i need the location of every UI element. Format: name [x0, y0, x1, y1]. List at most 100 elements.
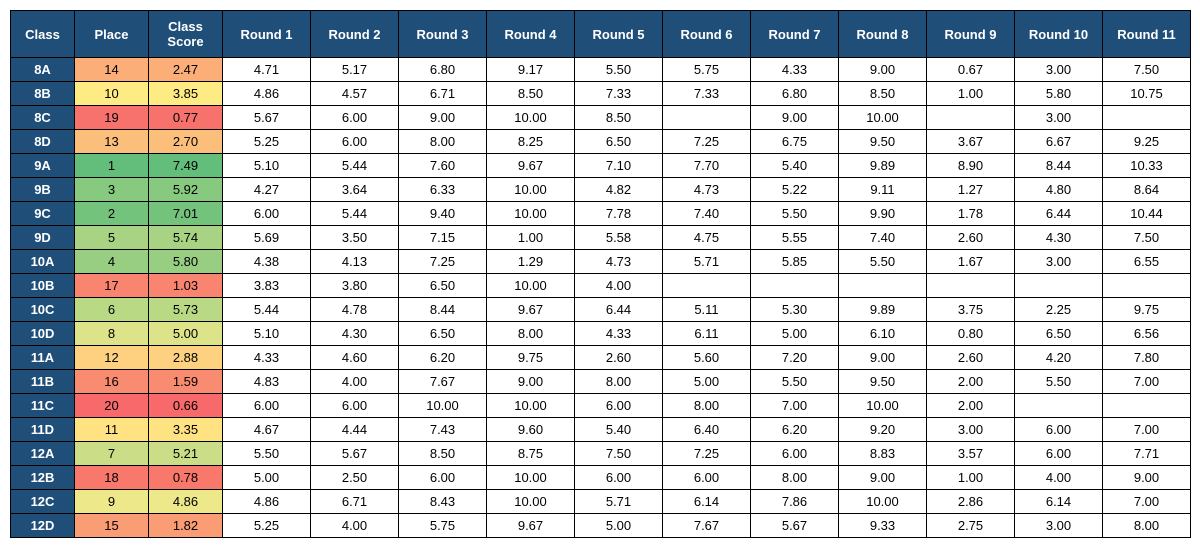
place-cell: 6 [75, 298, 149, 322]
round-cell [1015, 394, 1103, 418]
table-row: 9A17.495.105.447.609.677.107.705.409.898… [11, 154, 1191, 178]
score-cell: 2.88 [149, 346, 223, 370]
round-cell: 10.00 [839, 394, 927, 418]
round-cell: 6.00 [223, 202, 311, 226]
round-cell: 5.50 [751, 370, 839, 394]
class-cell: 9A [11, 154, 75, 178]
round-cell: 0.80 [927, 322, 1015, 346]
round-cell: 9.75 [487, 346, 575, 370]
class-cell: 8D [11, 130, 75, 154]
table-row: 12A75.215.505.678.508.757.507.256.008.83… [11, 442, 1191, 466]
round-cell: 7.00 [1103, 418, 1191, 442]
score-cell: 5.74 [149, 226, 223, 250]
round-cell: 8.50 [839, 82, 927, 106]
round-cell: 9.40 [399, 202, 487, 226]
round-cell: 7.70 [663, 154, 751, 178]
round-cell: 9.75 [1103, 298, 1191, 322]
round-cell: 6.14 [663, 490, 751, 514]
round-cell: 1.00 [927, 466, 1015, 490]
round-cell: 6.55 [1103, 250, 1191, 274]
round-cell: 9.89 [839, 298, 927, 322]
score-cell: 2.70 [149, 130, 223, 154]
round-cell: 3.64 [311, 178, 399, 202]
round-cell: 7.25 [663, 442, 751, 466]
round-cell: 6.20 [751, 418, 839, 442]
round-cell: 9.50 [839, 130, 927, 154]
round-cell: 7.67 [663, 514, 751, 538]
round-cell: 4.30 [1015, 226, 1103, 250]
round-cell: 4.13 [311, 250, 399, 274]
round-cell: 5.60 [663, 346, 751, 370]
table-row: 8B103.854.864.576.718.507.337.336.808.50… [11, 82, 1191, 106]
round-cell: 4.38 [223, 250, 311, 274]
round-cell: 3.50 [311, 226, 399, 250]
round-cell [751, 274, 839, 298]
round-cell: 9.67 [487, 514, 575, 538]
table-row: 11D113.354.674.447.439.605.406.406.209.2… [11, 418, 1191, 442]
round-cell: 4.86 [223, 82, 311, 106]
round-cell: 3.57 [927, 442, 1015, 466]
round-cell [663, 106, 751, 130]
round-cell: 6.00 [399, 466, 487, 490]
round-cell: 4.00 [1015, 466, 1103, 490]
round-cell: 3.75 [927, 298, 1015, 322]
column-header: Round 11 [1103, 11, 1191, 58]
place-cell: 13 [75, 130, 149, 154]
round-cell: 8.00 [487, 322, 575, 346]
round-cell: 5.44 [311, 202, 399, 226]
round-cell: 7.43 [399, 418, 487, 442]
round-cell: 1.00 [487, 226, 575, 250]
round-cell: 1.78 [927, 202, 1015, 226]
column-header: Round 6 [663, 11, 751, 58]
round-cell: 6.00 [663, 466, 751, 490]
round-cell: 7.33 [575, 82, 663, 106]
round-cell: 5.44 [223, 298, 311, 322]
round-cell: 4.57 [311, 82, 399, 106]
place-cell: 10 [75, 82, 149, 106]
table-row: 10A45.804.384.137.251.294.735.715.855.50… [11, 250, 1191, 274]
round-cell: 5.67 [751, 514, 839, 538]
place-cell: 12 [75, 346, 149, 370]
round-cell: 2.60 [927, 346, 1015, 370]
round-cell: 8.00 [1103, 514, 1191, 538]
round-cell: 9.00 [839, 58, 927, 82]
round-cell: 5.00 [663, 370, 751, 394]
round-cell: 10.75 [1103, 82, 1191, 106]
round-cell [839, 274, 927, 298]
round-cell: 9.17 [487, 58, 575, 82]
round-cell: 7.15 [399, 226, 487, 250]
class-cell: 8B [11, 82, 75, 106]
round-cell: 8.50 [487, 82, 575, 106]
round-cell: 10.00 [839, 490, 927, 514]
score-cell: 1.03 [149, 274, 223, 298]
place-cell: 20 [75, 394, 149, 418]
table-row: 10C65.735.444.788.449.676.445.115.309.89… [11, 298, 1191, 322]
round-cell: 6.20 [399, 346, 487, 370]
round-cell: 2.50 [311, 466, 399, 490]
round-cell [1103, 274, 1191, 298]
round-cell: 7.33 [663, 82, 751, 106]
round-cell: 8.75 [487, 442, 575, 466]
round-cell: 3.67 [927, 130, 1015, 154]
class-score-table: ClassPlaceClass ScoreRound 1Round 2Round… [10, 10, 1191, 538]
table-header: ClassPlaceClass ScoreRound 1Round 2Round… [11, 11, 1191, 58]
column-header: Round 3 [399, 11, 487, 58]
round-cell: 5.00 [575, 514, 663, 538]
round-cell [1103, 394, 1191, 418]
round-cell: 6.00 [751, 442, 839, 466]
place-cell: 15 [75, 514, 149, 538]
column-header: Round 8 [839, 11, 927, 58]
column-header: Round 7 [751, 11, 839, 58]
round-cell: 4.73 [575, 250, 663, 274]
round-cell: 1.29 [487, 250, 575, 274]
round-cell: 5.30 [751, 298, 839, 322]
class-cell: 12D [11, 514, 75, 538]
round-cell: 10.00 [487, 178, 575, 202]
class-cell: 10A [11, 250, 75, 274]
round-cell: 8.90 [927, 154, 1015, 178]
place-cell: 2 [75, 202, 149, 226]
round-cell: 7.40 [839, 226, 927, 250]
round-cell: 8.00 [575, 370, 663, 394]
round-cell: 5.17 [311, 58, 399, 82]
round-cell: 6.75 [751, 130, 839, 154]
